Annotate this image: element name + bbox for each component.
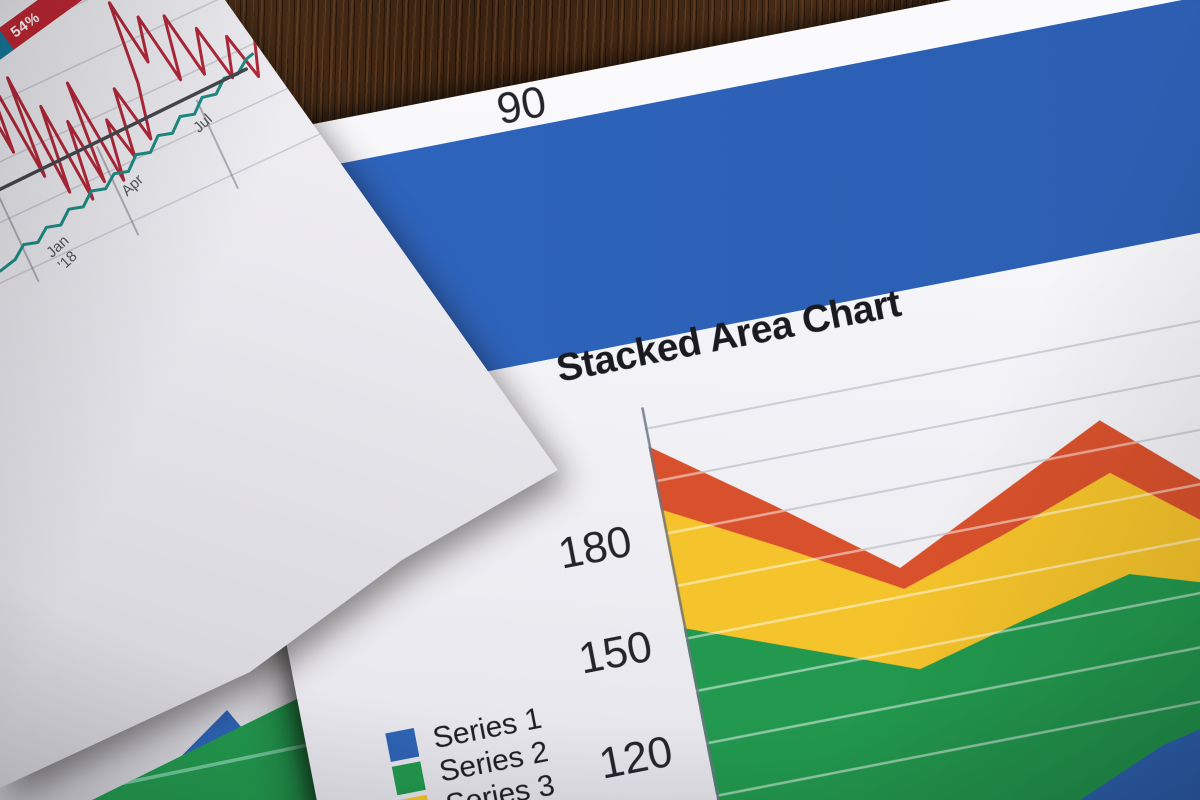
y-axis-label: 180 bbox=[554, 516, 636, 579]
series3-swatch bbox=[398, 794, 433, 800]
stacked-area-plot bbox=[641, 309, 1200, 800]
y-axis-label: 150 bbox=[574, 621, 657, 684]
series1-swatch bbox=[385, 727, 420, 762]
chart-legend: Series 1 Series 2 Series 3 bbox=[385, 701, 557, 800]
stacked-area-chart-paper: Stacked Area Chart 180 150 120 90 Series… bbox=[190, 0, 1200, 800]
series2-swatch bbox=[391, 761, 426, 796]
